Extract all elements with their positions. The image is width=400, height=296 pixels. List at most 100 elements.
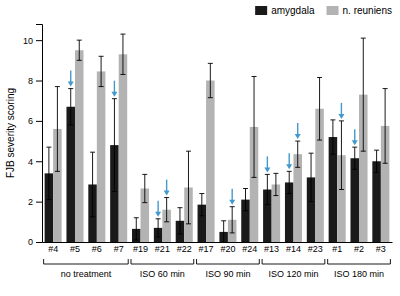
arrow-head <box>229 200 235 205</box>
x-tick-label: #17 <box>199 244 214 254</box>
y-tick-label: 8 <box>28 76 33 86</box>
y-tick-mark <box>36 202 42 203</box>
error-bar <box>361 38 366 151</box>
legend-swatch <box>327 6 339 15</box>
bar <box>119 54 128 242</box>
group-label: ISO 180 min <box>334 269 384 279</box>
error-bar <box>208 63 213 97</box>
error-bar <box>99 56 104 86</box>
legend-item: n. reuniens <box>327 5 392 16</box>
annotation-arrow <box>155 201 161 217</box>
x-tick-label: #7 <box>114 244 124 254</box>
x-tick-label: #2 <box>354 244 364 254</box>
y-tick: 2 <box>28 197 42 207</box>
arrow-head <box>164 191 170 196</box>
x-tick: #22 <box>177 242 192 254</box>
arrow-head <box>68 82 74 87</box>
bar <box>97 71 106 242</box>
x-axis: #4#5#6#7#19#21#22#17#20#24#13#14#23#1#2#… <box>43 242 393 254</box>
y-tick-mark <box>36 161 42 162</box>
y-tick-label: 6 <box>28 116 33 126</box>
x-tick: #17 <box>199 242 214 254</box>
error-bar <box>142 174 147 202</box>
x-tick-label: #19 <box>133 244 148 254</box>
error-bar <box>156 219 161 237</box>
x-tick: #4 <box>48 242 58 254</box>
annotation-arrow <box>68 71 74 87</box>
error-bar <box>177 208 182 234</box>
error-bar <box>339 121 344 190</box>
error-bar <box>252 76 257 177</box>
legend-label: n. reuniens <box>343 5 392 16</box>
group-label: ISO 60 min <box>140 269 185 279</box>
x-tick-label: #20 <box>220 244 235 254</box>
x-tick: #20 <box>220 242 235 254</box>
error-bar <box>199 194 204 216</box>
group-label: no treatment <box>61 269 112 279</box>
error-bar <box>112 99 117 192</box>
error-bar <box>120 34 125 74</box>
error-bar <box>186 151 191 224</box>
arrow-head <box>338 114 344 119</box>
x-tick: #13 <box>264 242 279 254</box>
annotation-arrow <box>352 129 358 145</box>
bar <box>372 161 381 242</box>
group-bracket <box>262 259 325 264</box>
annotation-arrow <box>286 153 292 169</box>
error-bar <box>273 173 278 195</box>
bar <box>66 107 75 242</box>
axis-line <box>43 242 393 243</box>
x-tick: #23 <box>308 242 323 254</box>
error-bar <box>265 174 270 204</box>
y-tick-mark <box>36 121 42 122</box>
bar <box>350 158 359 242</box>
error-bar <box>77 40 82 60</box>
error-bar <box>134 218 139 240</box>
annotation-arrow <box>264 156 270 172</box>
y-axis-title: FJB severity scoring <box>5 88 16 178</box>
x-tick-label: #1 <box>332 244 342 254</box>
error-bar <box>90 152 95 217</box>
x-tick-label: #13 <box>264 244 279 254</box>
error-bar <box>243 189 248 211</box>
arrow-head <box>295 134 301 139</box>
y-tick: 8 <box>28 76 42 86</box>
legend: amygdalan. reuniens <box>255 5 392 16</box>
x-tick: #21 <box>155 242 170 254</box>
error-bar <box>309 153 314 201</box>
error-bar <box>287 171 292 193</box>
axis-line <box>36 25 43 243</box>
y-tick-mark <box>36 81 42 82</box>
error-bar <box>221 221 226 242</box>
group-bracket <box>131 259 194 264</box>
x-tick-label: #4 <box>48 244 58 254</box>
y-tick-label: 0 <box>28 237 33 247</box>
error-bar <box>230 207 235 233</box>
y-tick-label: 4 <box>28 157 33 167</box>
group-bracket <box>197 259 260 264</box>
y-axis: 0 2 4 6 8 10 <box>23 25 43 248</box>
x-tick-label: #21 <box>155 244 170 254</box>
annotation-arrow <box>295 123 301 139</box>
x-tick-label: #14 <box>286 244 301 254</box>
error-bar <box>383 89 388 164</box>
y-tick-label: 2 <box>28 197 33 207</box>
plot: 0246810#4#5#6#7#19#21#22#17#20#24#13#14#… <box>23 25 393 280</box>
y-tick: 10 <box>23 36 42 46</box>
error-bar <box>295 141 300 167</box>
x-tick: #14 <box>286 242 301 254</box>
bar <box>75 50 84 242</box>
y-tick: 0 <box>28 237 42 247</box>
error-bar <box>330 120 335 154</box>
arrow-head <box>155 212 161 217</box>
arrow-head <box>352 140 358 145</box>
legend-swatch <box>255 6 267 15</box>
x-tick-label: #22 <box>177 244 192 254</box>
chart: 0246810#4#5#6#7#19#21#22#17#20#24#13#14#… <box>0 0 400 296</box>
series <box>53 50 389 242</box>
x-tick: #2 <box>354 242 364 254</box>
x-tick: #24 <box>242 242 257 254</box>
error-bar <box>164 198 169 222</box>
error-bar <box>46 147 51 199</box>
marks <box>45 34 390 242</box>
